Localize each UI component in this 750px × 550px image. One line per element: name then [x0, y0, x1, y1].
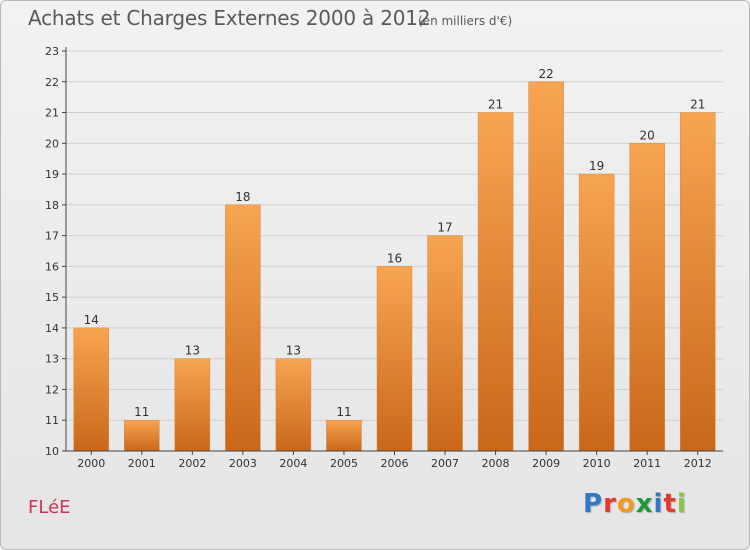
value-label-2007: 17	[437, 221, 452, 235]
chart-title: Achats et Charges Externes 2000 à 2012	[28, 6, 431, 30]
logo-letter: r	[603, 489, 617, 519]
bar-2007	[427, 235, 463, 452]
x-tick-label-2007: 2007	[431, 457, 459, 470]
x-tick-label-2004: 2004	[279, 457, 307, 470]
y-tick-label: 13	[45, 353, 59, 366]
x-tick-label-2009: 2009	[532, 457, 560, 470]
chart-subtitle: (en milliers d'€)	[418, 14, 513, 28]
x-tick-label-2001: 2001	[128, 457, 156, 470]
y-tick-label: 21	[45, 107, 59, 120]
y-tick-label: 23	[45, 45, 59, 58]
logo-letter: i	[676, 489, 687, 519]
data-labels: 14 11 13 18 13 11 16 17 21 22 19 20 21	[84, 67, 706, 419]
value-label-2009: 22	[538, 67, 553, 81]
bar-2006	[376, 266, 413, 452]
y-tick-label: 17	[45, 230, 59, 243]
logo-letter: o	[616, 489, 636, 519]
y-tick-label: 10	[45, 445, 59, 458]
bar-2000	[73, 327, 110, 452]
x-tick-label-2011: 2011	[633, 457, 661, 470]
bar-2012	[679, 112, 716, 452]
bar-2002	[174, 358, 211, 452]
y-tick-label: 16	[45, 260, 59, 273]
axes: 10 11 12 13 14 15 16 17 18 19 20 21 22 23 2000 2001 2002…	[45, 45, 723, 470]
y-tick-label: 19	[45, 168, 59, 181]
y-tick-label: 20	[45, 137, 59, 150]
y-tick-label: 11	[45, 414, 59, 427]
x-tick-label-2012: 2012	[684, 457, 712, 470]
bar-2008	[477, 112, 514, 452]
logo-letter: x	[635, 489, 654, 519]
y-tick-label: 14	[45, 322, 59, 335]
logo-letter: i	[653, 489, 664, 519]
y-tick-label: 18	[45, 199, 59, 212]
bar-2011	[629, 143, 665, 452]
value-label-2000: 14	[84, 313, 99, 327]
bar-2005	[326, 419, 362, 452]
bar-2001	[124, 419, 160, 452]
bar-2004	[275, 358, 312, 452]
value-label-2006: 16	[387, 251, 402, 265]
bars	[73, 81, 716, 452]
value-label-2004: 13	[286, 344, 301, 358]
proxiti-logo: Proxiti	[583, 489, 687, 519]
y-tick-label: 15	[45, 291, 59, 304]
value-label-2011: 20	[640, 128, 655, 142]
value-label-2003: 18	[235, 190, 250, 204]
x-tick-label-2008: 2008	[482, 457, 510, 470]
value-label-2008: 21	[488, 98, 503, 112]
value-label-2010: 19	[589, 159, 604, 173]
value-label-2001: 11	[134, 405, 149, 419]
x-tick-label-2003: 2003	[229, 457, 257, 470]
commune-name: FLéE	[28, 497, 71, 518]
x-tick-label-2000: 2000	[77, 457, 105, 470]
x-tick-label-2005: 2005	[330, 457, 358, 470]
bar-2003	[225, 204, 261, 452]
logo-letter: P	[583, 489, 604, 519]
x-tick-label-2010: 2010	[583, 457, 611, 470]
y-tick-label: 12	[45, 383, 59, 396]
bar-2009	[528, 81, 564, 452]
x-tick-label-2002: 2002	[178, 457, 206, 470]
bar-2010	[578, 173, 615, 452]
logo-letter: t	[663, 489, 677, 519]
value-label-2005: 11	[336, 405, 351, 419]
x-tick-label-2006: 2006	[381, 457, 409, 470]
y-tick-label: 22	[45, 76, 59, 89]
value-label-2012: 21	[690, 98, 705, 112]
value-label-2002: 13	[185, 344, 200, 358]
